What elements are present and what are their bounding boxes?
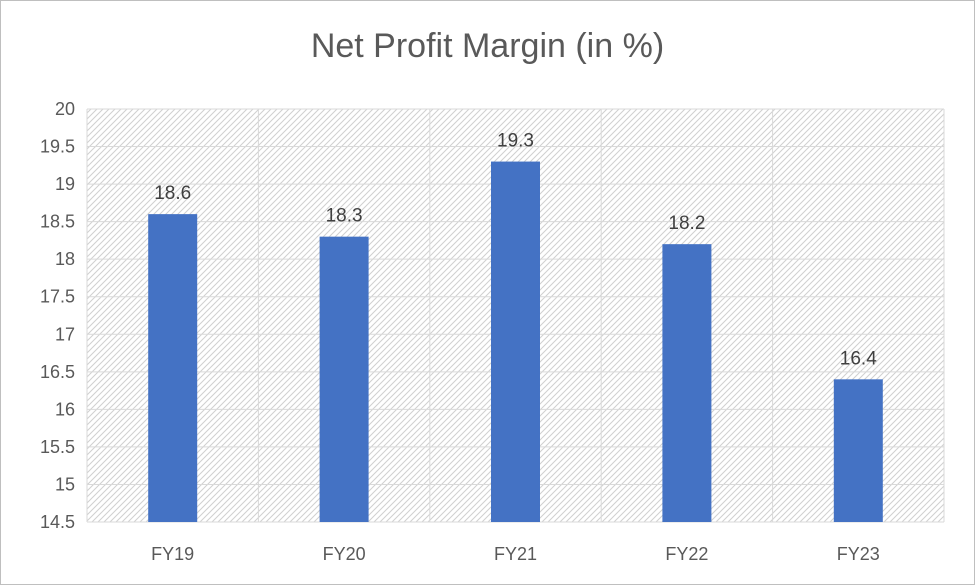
bar-fy20 (319, 236, 369, 522)
y-tick-label: 17 (55, 324, 75, 344)
y-tick-label: 19.5 (40, 137, 75, 157)
data-labels: 18.6 18.3 19.3 18.2 16.4 (154, 131, 877, 370)
bar-fy21 (491, 161, 540, 522)
data-label: 19.3 (497, 131, 534, 152)
x-tick-label: FY21 (494, 544, 537, 564)
chart-title: Net Profit Margin (in %) (310, 27, 665, 65)
y-tick-label: 15.5 (40, 437, 75, 457)
y-tick-label: 18 (55, 249, 75, 269)
y-tick-label: 15 (55, 474, 75, 494)
y-axis: 14.5 15 15.5 16 16.5 17 17.5 18 18.5 19 19.5 20 (40, 99, 75, 532)
data-label: 18.2 (668, 213, 705, 234)
x-axis: FY19 FY20 FY21 FY22 FY23 (151, 544, 880, 564)
data-label: 18.6 (154, 183, 191, 204)
y-tick-label: 20 (55, 99, 75, 119)
y-tick-label: 18.5 (40, 212, 75, 232)
bar-fy23 (833, 379, 883, 522)
bars (148, 161, 883, 523)
y-tick-label: 19 (55, 174, 75, 194)
x-tick-label: FY20 (323, 544, 366, 564)
y-tick-label: 16.5 (40, 362, 75, 382)
x-tick-label: FY23 (837, 544, 880, 564)
x-tick-label: FY19 (151, 544, 194, 564)
x-tick-label: FY22 (665, 544, 708, 564)
data-label: 18.3 (326, 206, 363, 227)
data-label: 16.4 (840, 348, 877, 369)
bar-fy22 (662, 244, 712, 522)
bar-fy19 (148, 214, 198, 523)
y-tick-label: 14.5 (40, 512, 75, 532)
y-tick-label: 16 (55, 399, 75, 419)
y-tick-label: 17.5 (40, 287, 75, 307)
